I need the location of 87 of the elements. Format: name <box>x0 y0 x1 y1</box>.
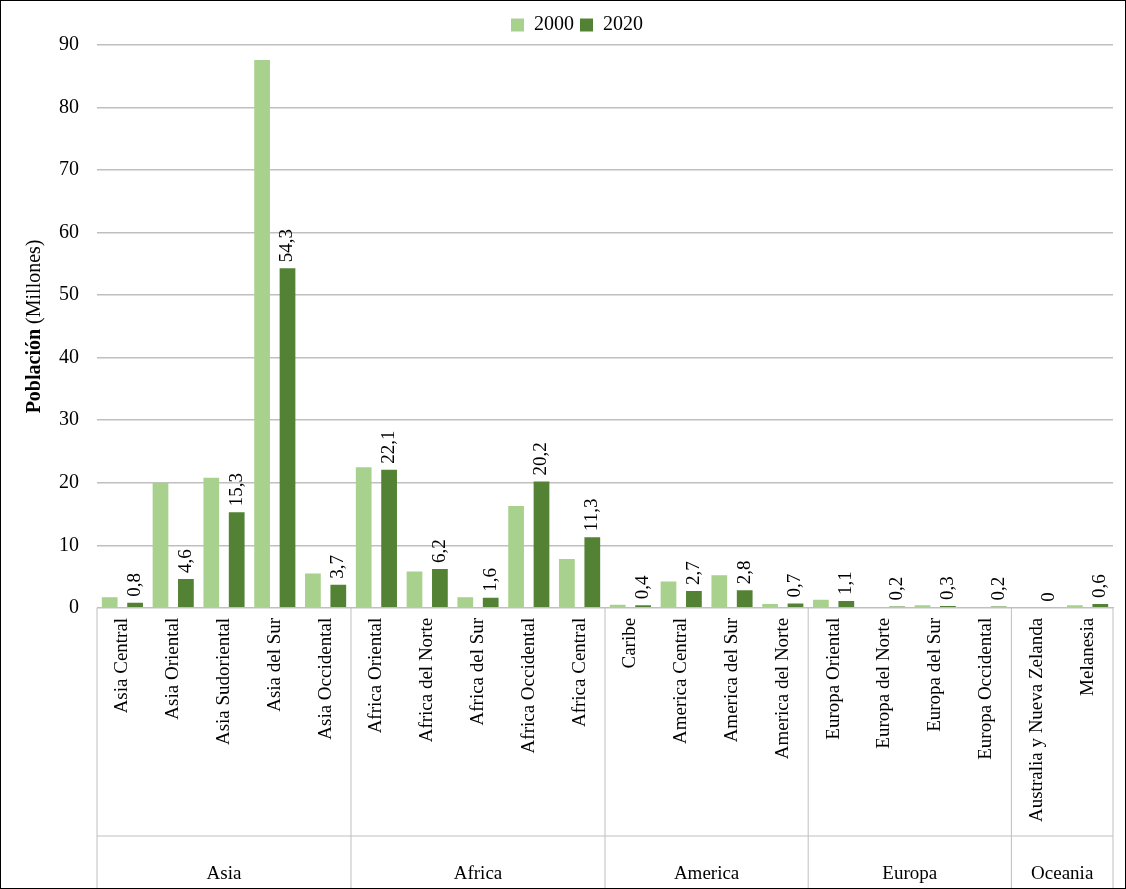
x-tick-label: Europa del Norte <box>872 617 894 749</box>
x-tick-label: Africa Oriental <box>364 617 386 734</box>
x-tick-label: Europa Oriental <box>821 617 843 740</box>
y-tick-label: 20 <box>59 470 79 493</box>
bar <box>432 569 448 608</box>
y-tick-label: 60 <box>59 219 79 242</box>
x-tick-label: Africa Occidental <box>516 617 538 754</box>
bar <box>559 559 575 608</box>
data-label: 0,4 <box>631 575 653 600</box>
bar <box>101 597 118 608</box>
y-tick-label: 50 <box>59 282 79 305</box>
text: Asia <box>206 862 242 884</box>
x-tick-label: Melanesia <box>1075 617 1097 696</box>
bar <box>228 512 245 608</box>
data-label: 0,2 <box>986 576 1008 601</box>
bar <box>736 590 753 608</box>
x-tick-label: Europa Occidental <box>973 617 995 760</box>
y-axis-title: Población (Millones) <box>22 239 46 414</box>
bar <box>330 584 347 608</box>
y-tick-label: 0 <box>69 595 79 618</box>
data-label: 0,7 <box>783 573 805 598</box>
legend-label: 2020 <box>603 12 643 35</box>
x-tick-label: Asia Oriental <box>161 617 183 720</box>
bar <box>381 469 397 608</box>
y-tick-label: 30 <box>59 407 79 430</box>
data-label: 54,3 <box>275 229 297 263</box>
data-label: 4,6 <box>173 549 195 574</box>
text: Oceania <box>1031 862 1094 884</box>
bar <box>813 599 829 608</box>
x-tick-label: Europa del Sur <box>923 617 945 732</box>
y-tick-label: 70 <box>59 157 79 180</box>
x-tick-label: America del Norte <box>770 617 792 760</box>
y-tick-label: 40 <box>59 344 79 367</box>
x-tick-label: Asia del Sur <box>262 617 284 712</box>
bar <box>838 600 855 608</box>
x-tick-label: Asia Central <box>110 617 132 714</box>
data-label: 15,3 <box>224 472 246 507</box>
x-tick-label: Australia y Nueva Zelanda <box>1024 617 1046 823</box>
data-label: 20,2 <box>529 442 551 476</box>
bar <box>457 597 474 608</box>
text: Europa <box>882 862 938 884</box>
bar <box>355 467 372 608</box>
data-label: 2,7 <box>681 561 703 585</box>
y-tick-label: 10 <box>59 532 79 555</box>
bar <box>482 597 499 608</box>
bar <box>406 571 423 608</box>
bar <box>305 573 321 608</box>
bar <box>787 603 804 608</box>
legend-label: 2000 <box>534 12 574 35</box>
bar <box>203 477 220 608</box>
x-tick-label: Africa Central <box>567 617 589 728</box>
data-label: 22,1 <box>377 430 399 464</box>
data-label: 1,6 <box>478 568 500 592</box>
x-tick-label: Asia Occidental <box>313 617 335 740</box>
x-tick-label: Caribe <box>618 617 640 669</box>
data-label: 11,3 <box>580 498 602 532</box>
data-label: 0,2 <box>885 576 907 601</box>
data-label: 1,1 <box>834 571 856 595</box>
data-label: 0 <box>1037 592 1059 602</box>
bar <box>178 579 194 608</box>
data-label: 6,2 <box>427 539 449 564</box>
x-tick-label: Africa del Sur <box>465 617 487 726</box>
data-label: 3,7 <box>326 554 348 579</box>
bar <box>711 575 728 608</box>
data-label: 0,3 <box>935 576 957 600</box>
y-tick-label: 90 <box>59 32 79 55</box>
data-label: 2,8 <box>732 560 754 585</box>
bar <box>533 481 550 608</box>
bar <box>660 581 677 608</box>
bar <box>279 268 296 608</box>
bar <box>762 604 778 608</box>
text: Africa <box>453 862 503 884</box>
bar <box>686 590 702 608</box>
bar <box>152 482 169 608</box>
bar <box>127 602 143 608</box>
text: America <box>673 862 740 884</box>
bar <box>254 60 270 608</box>
data-label: 0,8 <box>123 573 145 597</box>
x-tick-label: America del Sur <box>719 617 741 743</box>
x-tick-label: Asia Sudoriental <box>211 617 233 746</box>
x-tick-label: America Central <box>669 617 691 744</box>
x-tick-label: Africa del Norte <box>415 617 437 743</box>
bar <box>1092 604 1109 608</box>
bar <box>508 505 524 608</box>
y-tick-label: 80 <box>59 94 79 117</box>
bar <box>584 537 601 608</box>
data-label: 0,6 <box>1088 574 1110 599</box>
